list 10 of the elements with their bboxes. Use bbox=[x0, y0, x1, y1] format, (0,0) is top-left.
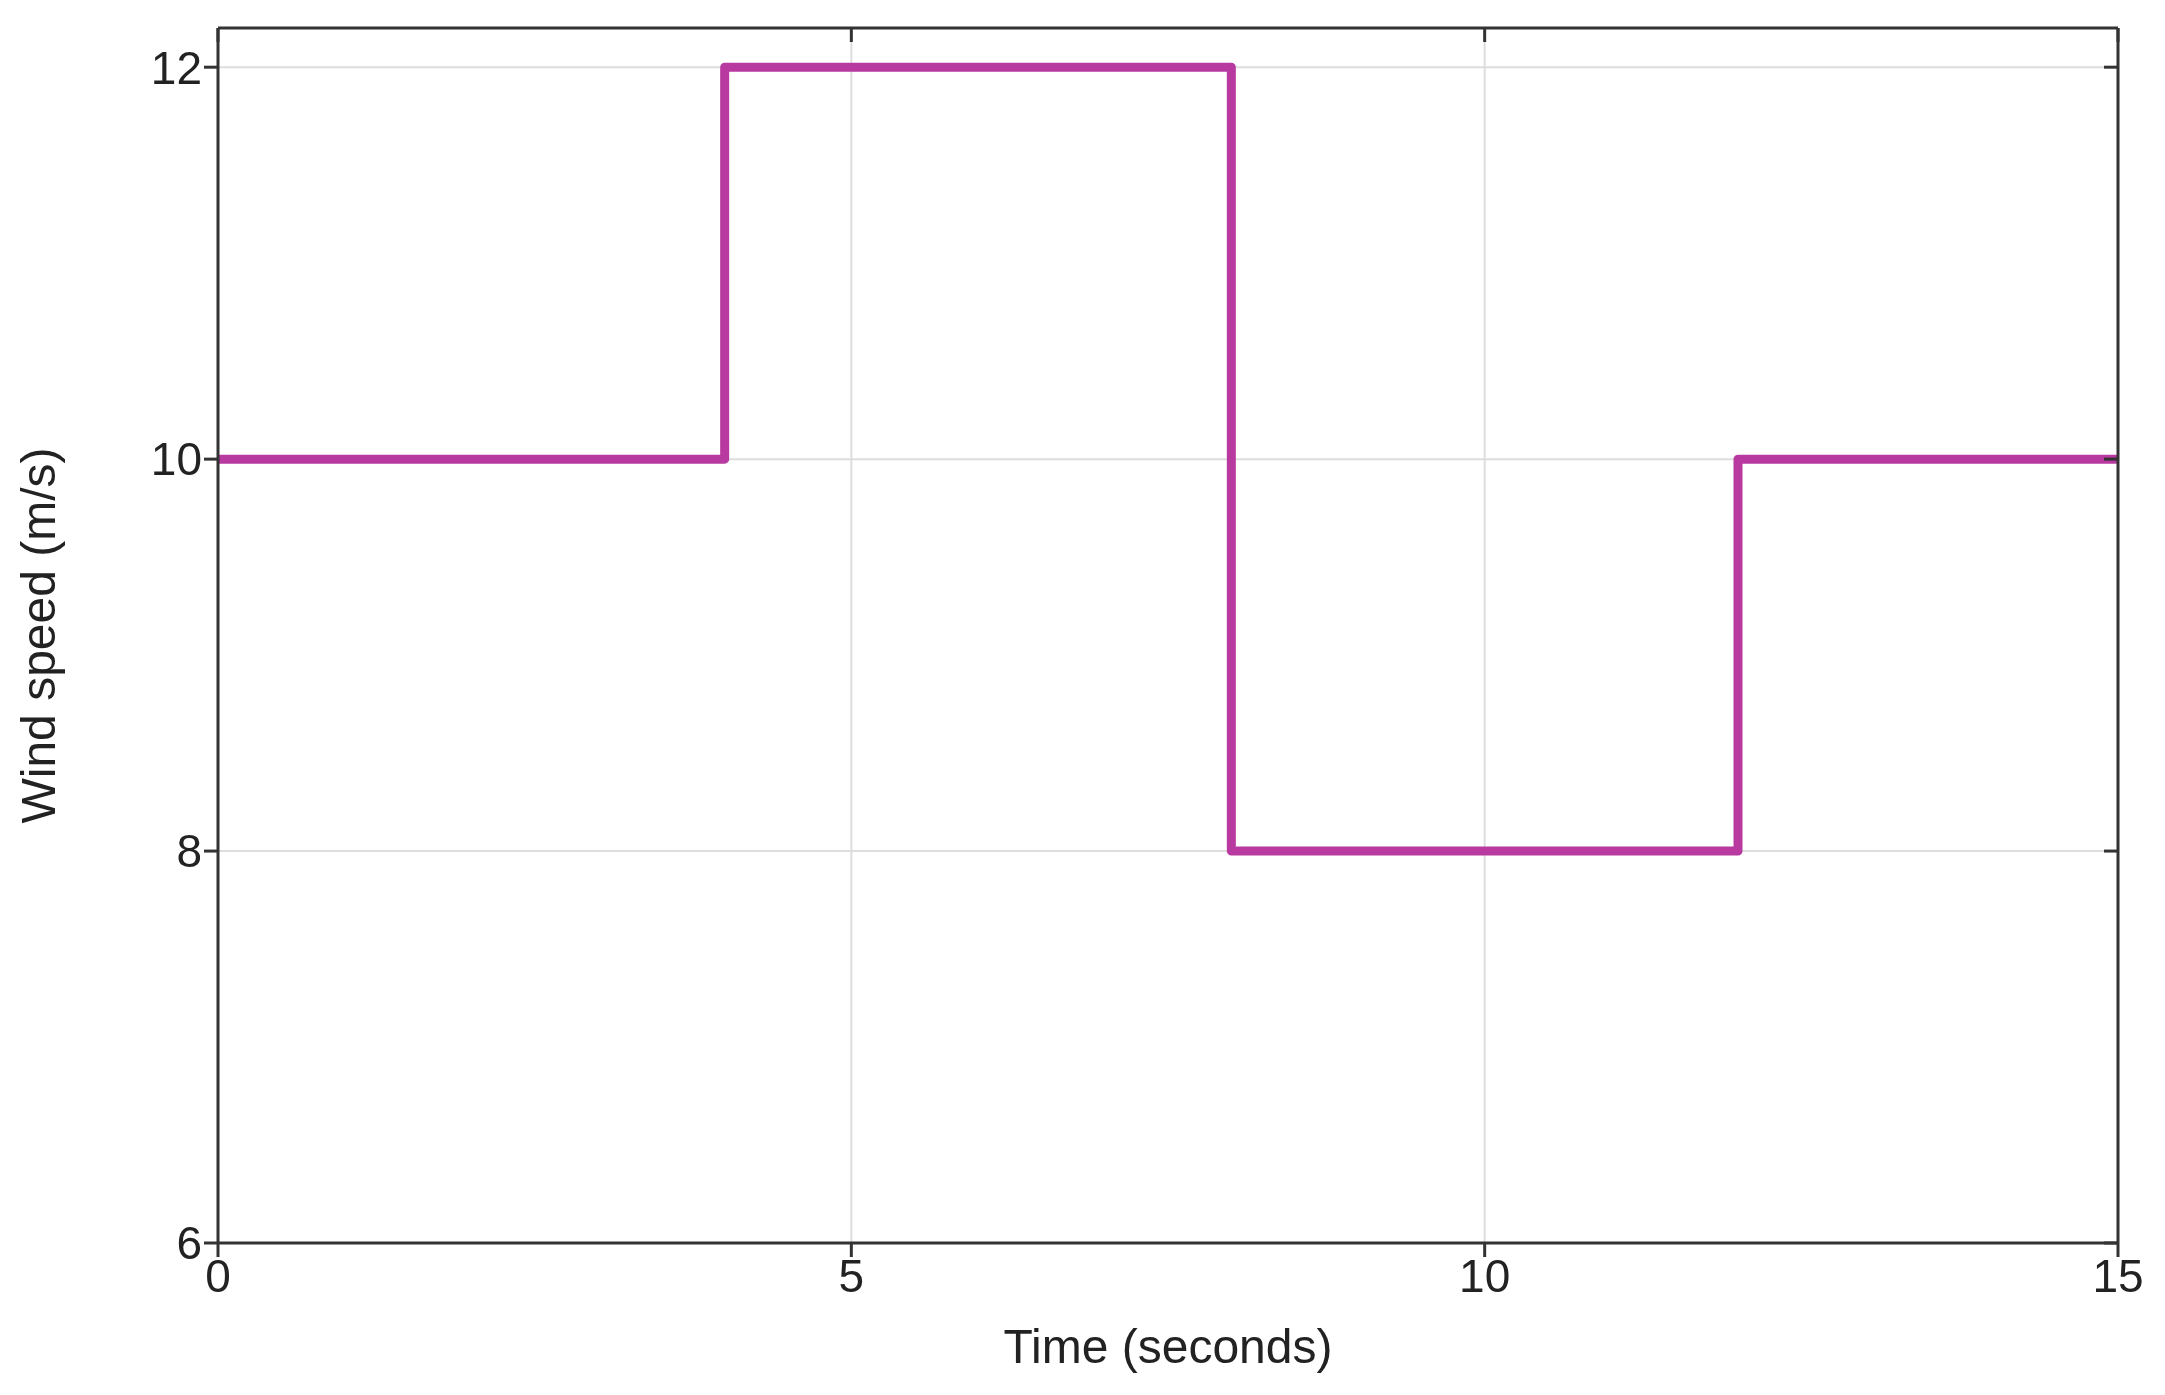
x-tick-label: 0 bbox=[205, 1249, 231, 1302]
y-tick-label: 8 bbox=[176, 825, 202, 878]
x-tick-label: 10 bbox=[1459, 1249, 1511, 1302]
x-axis-title: Time (seconds) bbox=[1003, 1320, 1333, 1373]
x-tick-label: 15 bbox=[2092, 1249, 2144, 1302]
y-tick-label: 10 bbox=[150, 433, 202, 486]
y-tick-label: 12 bbox=[150, 41, 202, 94]
y-axis-title: Wind speed (m/s) bbox=[12, 447, 66, 824]
y-tick-label: 6 bbox=[176, 1217, 202, 1270]
x-tick-label: 5 bbox=[838, 1249, 865, 1302]
